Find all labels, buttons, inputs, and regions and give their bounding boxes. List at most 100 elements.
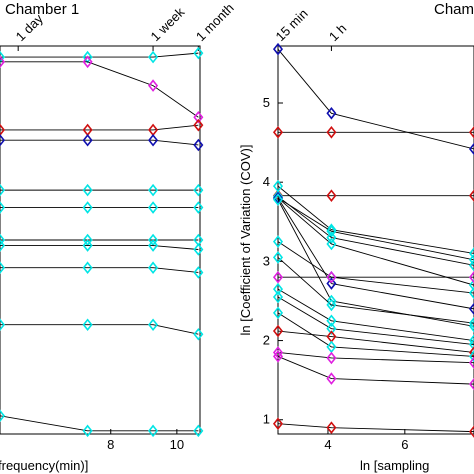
series-line-15 [277, 330, 474, 353]
y-tick-label: 4 [263, 174, 270, 189]
series-line-8 [0, 245, 199, 250]
data-point [148, 233, 159, 247]
data-point [148, 318, 159, 332]
data-point [193, 424, 204, 438]
series-line-3 [0, 124, 199, 131]
data-point [468, 302, 474, 316]
series-line-13 [277, 288, 474, 342]
series-line-4 [0, 139, 199, 146]
data-point [193, 46, 204, 60]
data-point [468, 338, 474, 351]
y-tick-label: 2 [263, 333, 270, 348]
series-group [272, 42, 474, 438]
x-tick-label: 6 [401, 437, 408, 452]
x-tick-label: 4 [324, 437, 331, 452]
data-point [0, 123, 6, 137]
x-tick-label: 8 [107, 437, 114, 452]
series-line-18 [277, 355, 474, 385]
data-point [468, 259, 474, 272]
x-axis-label: frequency(min)] [0, 458, 88, 473]
series-line-10 [0, 324, 199, 335]
data-point [272, 193, 284, 206]
x-axis-label: ln [sampling [360, 458, 429, 473]
data-point [326, 314, 337, 328]
series-group [0, 46, 204, 438]
data-point [326, 322, 337, 335]
data-point [326, 294, 337, 308]
data-point [272, 191, 284, 205]
data-point [0, 55, 6, 69]
data-point [468, 253, 474, 267]
data-point [193, 138, 204, 152]
data-point [272, 190, 284, 203]
series-line-19 [277, 423, 474, 433]
data-point [82, 201, 93, 214]
series-line-7 [277, 197, 474, 286]
data-point [326, 237, 337, 251]
data-point [0, 261, 6, 274]
data-point [148, 133, 159, 147]
data-point [326, 298, 337, 312]
plot-frame [277, 45, 474, 435]
y-tick-label: 5 [263, 95, 270, 110]
plot-frame [0, 45, 201, 435]
data-point [193, 327, 204, 341]
data-point [272, 42, 284, 56]
data-point [326, 223, 337, 236]
data-point [82, 318, 93, 332]
data-point [0, 201, 6, 214]
data-point [468, 356, 474, 370]
series-line-5 [277, 197, 474, 261]
data-point [468, 142, 474, 156]
data-point [272, 346, 284, 359]
data-point [468, 270, 474, 284]
data-point [82, 233, 93, 247]
data-point [468, 334, 474, 347]
data-point [468, 278, 474, 292]
data-point [193, 183, 204, 197]
data-point [0, 318, 6, 332]
data-point [272, 282, 284, 296]
series-line-17 [277, 351, 474, 364]
data-point [468, 247, 474, 260]
data-point [326, 189, 337, 202]
data-point [468, 126, 474, 139]
data-point [326, 351, 337, 365]
data-point [326, 270, 337, 284]
data-point [468, 350, 474, 363]
series-line-6 [277, 196, 474, 266]
series-line-12 [277, 257, 474, 324]
top-tick-label: 1 h [326, 21, 349, 44]
series-line-14 [277, 296, 474, 345]
panel-2: Chamb 15 min 1 h 4 6 1 2 3 4 5 ln [sampling ln [Coe… [238, 1, 474, 473]
data-point [326, 277, 337, 290]
data-point [326, 421, 337, 434]
top-tick-label: 1 month [193, 0, 237, 44]
data-point [326, 225, 337, 238]
data-point [82, 183, 93, 197]
data-point [82, 424, 93, 438]
data-point [82, 133, 93, 147]
chart-title: Chamber 1 [5, 1, 79, 18]
series-line-16 [277, 312, 474, 357]
data-point [326, 126, 337, 139]
data-point [326, 231, 337, 244]
data-point [0, 239, 6, 252]
data-point [148, 79, 159, 92]
data-point [193, 243, 204, 256]
data-point [272, 350, 284, 363]
series-line-10 [277, 241, 474, 294]
data-point [272, 235, 284, 248]
data-point [0, 50, 6, 64]
data-point [272, 251, 284, 264]
data-point [0, 183, 6, 197]
series-line-2 [0, 61, 199, 118]
x-tick-label: 10 [170, 437, 184, 452]
data-point [468, 425, 474, 438]
data-point [82, 55, 93, 69]
data-point [193, 266, 204, 279]
data-point [468, 286, 474, 300]
data-point [148, 239, 159, 252]
